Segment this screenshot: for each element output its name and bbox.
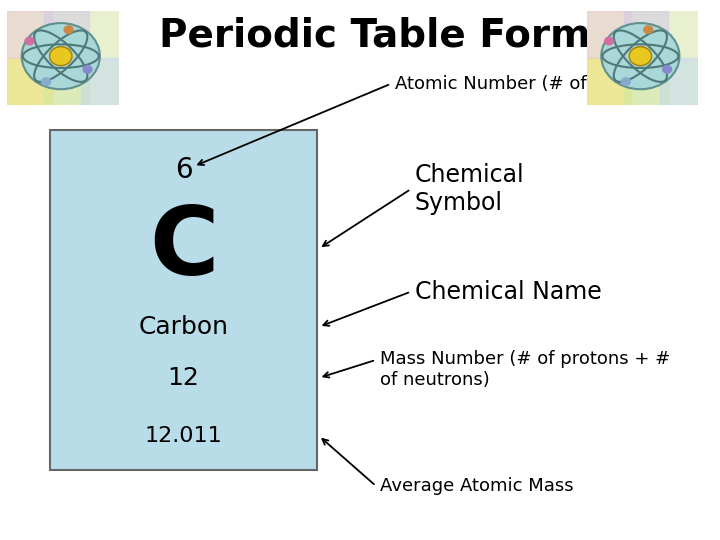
Circle shape xyxy=(629,46,652,65)
Text: 12: 12 xyxy=(168,366,199,390)
Circle shape xyxy=(662,65,672,73)
Circle shape xyxy=(64,26,73,33)
Circle shape xyxy=(25,37,34,45)
Text: Chemical
Symbol: Chemical Symbol xyxy=(415,163,525,215)
Text: 12.011: 12.011 xyxy=(145,426,222,446)
Bar xyxy=(44,11,89,58)
Bar xyxy=(624,58,668,105)
Bar xyxy=(7,11,52,58)
Text: Chemical Name: Chemical Name xyxy=(415,280,602,303)
Circle shape xyxy=(621,78,630,85)
Bar xyxy=(624,11,668,58)
Text: C: C xyxy=(149,202,218,295)
Bar xyxy=(7,58,52,105)
Circle shape xyxy=(601,23,680,89)
Bar xyxy=(587,11,631,58)
Circle shape xyxy=(22,23,100,89)
Circle shape xyxy=(83,65,92,73)
Bar xyxy=(44,58,89,105)
Text: Carbon: Carbon xyxy=(138,315,229,339)
Text: 6: 6 xyxy=(175,157,192,185)
Bar xyxy=(660,58,705,105)
Bar xyxy=(587,58,631,105)
Bar xyxy=(81,58,125,105)
Text: Atomic Number (# of Protons): Atomic Number (# of Protons) xyxy=(395,75,667,93)
Circle shape xyxy=(42,78,50,85)
Text: Periodic Table Form: Periodic Table Form xyxy=(158,16,590,54)
Text: Average Atomic Mass: Average Atomic Mass xyxy=(380,477,574,495)
Circle shape xyxy=(605,37,613,45)
Circle shape xyxy=(50,46,72,65)
Text: Mass Number (# of protons + #
of neutrons): Mass Number (# of protons + # of neutron… xyxy=(380,350,670,389)
Circle shape xyxy=(644,26,652,33)
Bar xyxy=(50,130,317,470)
